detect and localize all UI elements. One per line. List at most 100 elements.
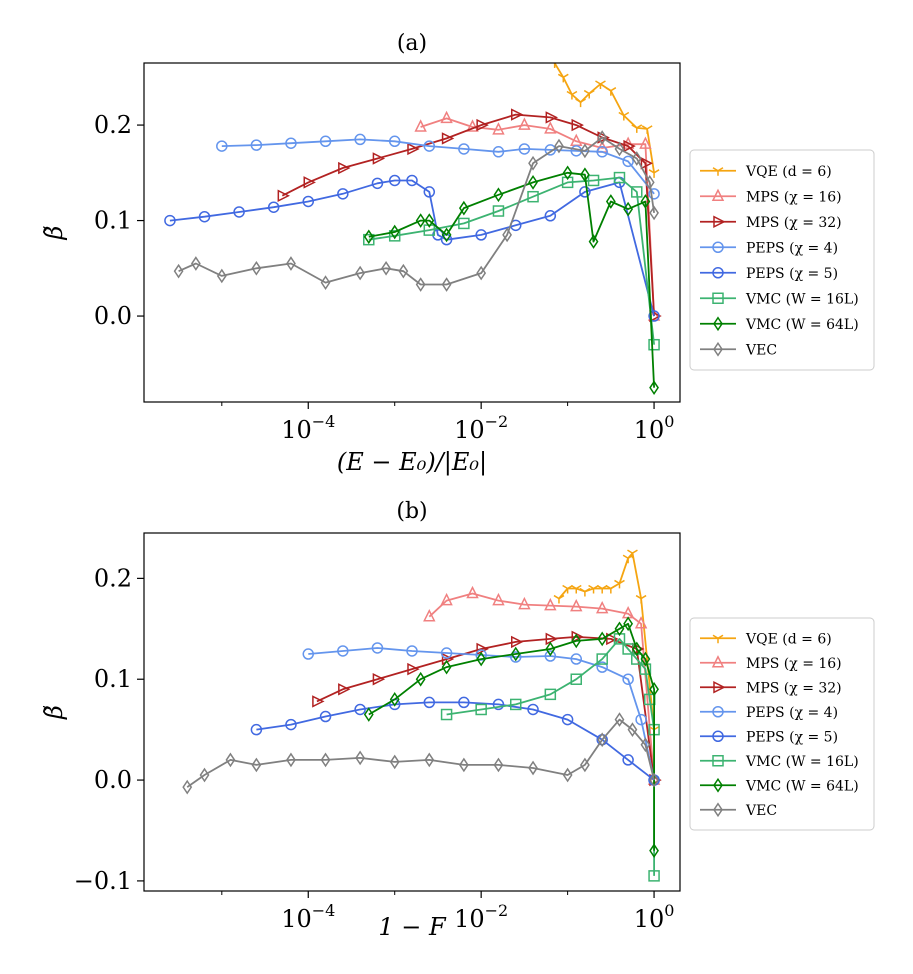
series-line <box>428 592 655 781</box>
data-point <box>372 673 386 686</box>
legend-box <box>689 149 875 371</box>
data-point <box>614 579 625 589</box>
legend-marker <box>712 730 724 742</box>
data-point <box>363 707 374 722</box>
data-point <box>440 110 453 124</box>
legend: VQE (d = 6) MPS (χ = 16) MPS (χ = 32) PEPS … <box>689 149 875 371</box>
data-point <box>553 63 557 68</box>
data-point <box>250 139 263 151</box>
data-point <box>285 137 297 149</box>
data-point <box>640 737 651 753</box>
data-point <box>354 703 366 716</box>
data-point <box>475 703 487 716</box>
data-point <box>575 98 586 108</box>
data-point <box>388 230 401 242</box>
legend-marker <box>712 267 724 279</box>
data-point <box>644 175 655 190</box>
data-point <box>424 213 435 228</box>
data-point <box>354 133 366 146</box>
data-point <box>441 659 452 675</box>
data-point <box>182 779 193 795</box>
data-point <box>510 635 524 649</box>
series-line <box>558 552 655 730</box>
data-point <box>648 870 660 882</box>
legend-label: MPS (χ = 32) <box>746 215 842 231</box>
legend-label: VMC (W = 16L) <box>745 291 859 307</box>
legend-marker <box>713 215 726 228</box>
data-point <box>528 175 538 190</box>
x-tick-label: 10−2 <box>454 412 508 444</box>
data-point <box>492 146 505 158</box>
data-point <box>597 631 608 647</box>
data-point <box>415 671 426 687</box>
data-point <box>544 121 557 134</box>
data-point <box>493 757 504 773</box>
legend-marker <box>712 241 724 253</box>
data-point <box>476 651 487 667</box>
data-point <box>613 171 626 184</box>
data-point <box>372 152 386 165</box>
legend-box <box>689 617 875 831</box>
data-point <box>198 210 211 223</box>
legend-label: VQE (d = 6) <box>745 631 832 647</box>
data-point <box>475 229 487 241</box>
legend-label: VEC <box>745 803 777 819</box>
data-point <box>371 642 384 654</box>
data-point <box>623 139 636 153</box>
data-point <box>423 224 436 236</box>
series-line <box>186 718 655 788</box>
data-point <box>458 143 470 155</box>
data-point <box>544 144 557 156</box>
data-point <box>199 767 210 783</box>
data-point <box>407 662 420 676</box>
data-point <box>458 200 469 216</box>
data-point <box>415 277 426 292</box>
data-point <box>596 584 608 594</box>
data-point <box>338 683 351 696</box>
series-line <box>368 622 655 851</box>
data-point <box>570 653 583 665</box>
legend-label: MPS (χ = 32) <box>746 680 842 696</box>
data-point <box>544 210 557 222</box>
data-point <box>492 205 505 217</box>
data-point <box>618 111 630 121</box>
data-point <box>622 673 634 685</box>
data-point <box>302 195 315 208</box>
series-line <box>368 176 655 345</box>
data-point <box>596 146 608 158</box>
data-point <box>466 119 479 132</box>
legend-marker <box>713 316 723 332</box>
data-point <box>285 718 297 731</box>
data-point <box>441 132 455 145</box>
data-point <box>509 698 522 711</box>
data-point <box>190 256 201 271</box>
data-point <box>338 161 351 175</box>
data-point <box>528 760 538 776</box>
data-point <box>623 616 634 632</box>
data-point <box>492 698 505 711</box>
data-point <box>570 584 582 594</box>
x-axis-label: 1 − F <box>378 913 447 941</box>
data-point <box>502 227 512 243</box>
data-point <box>355 750 366 766</box>
data-point <box>561 176 574 189</box>
data-point <box>627 549 638 559</box>
y-axis-label: β̃ <box>40 226 68 241</box>
data-point <box>605 194 616 209</box>
data-point <box>510 646 521 662</box>
data-point <box>631 151 642 166</box>
legend-label: VQE (d = 6) <box>745 164 832 180</box>
data-point <box>164 214 176 227</box>
data-point <box>440 647 453 659</box>
data-point <box>441 227 452 243</box>
data-point <box>518 596 531 610</box>
y-tick-label: 0.2 <box>94 564 132 592</box>
data-point <box>518 143 531 155</box>
series-line <box>420 117 655 317</box>
data-point <box>173 263 184 279</box>
data-point <box>509 651 522 663</box>
data-point <box>562 767 573 783</box>
chart-title: (b) <box>396 499 427 524</box>
series-line <box>169 179 655 317</box>
